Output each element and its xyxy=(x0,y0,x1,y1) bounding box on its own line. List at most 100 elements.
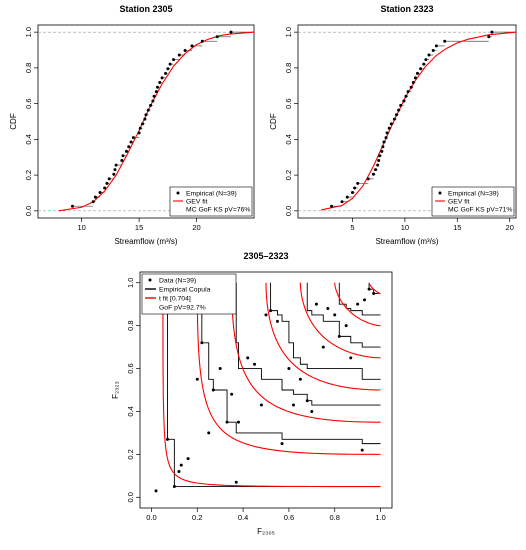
legend-box xyxy=(141,273,237,315)
data-point xyxy=(409,85,413,89)
data-point xyxy=(70,204,74,208)
data-point xyxy=(259,403,263,407)
y-tick-label: 0.4 xyxy=(24,134,33,144)
x-tick-label: 5 xyxy=(350,223,354,232)
data-point xyxy=(422,62,426,66)
data-point xyxy=(287,367,291,371)
gof-label: MC GoF KS pV=71% xyxy=(448,206,512,213)
data-point xyxy=(404,94,408,98)
data-point xyxy=(490,30,494,34)
data-point xyxy=(177,470,181,474)
x-tick-label: 15 xyxy=(453,223,461,232)
x-tick-label: 0.8 xyxy=(330,513,340,522)
legend-label: t fit [0.704] xyxy=(159,295,191,302)
x-tick-label: 0.6 xyxy=(284,513,294,522)
fit-contour xyxy=(368,282,381,294)
data-point xyxy=(166,67,170,71)
x-tick-label: 1.0 xyxy=(375,513,385,522)
data-point xyxy=(112,172,116,176)
data-point xyxy=(298,377,302,381)
data-point xyxy=(326,306,330,310)
y-tick-label: 0.0 xyxy=(24,206,33,216)
data-point xyxy=(353,186,357,190)
data-point xyxy=(144,113,148,117)
plot-frame xyxy=(139,271,393,509)
data-point xyxy=(230,392,234,396)
data-point xyxy=(443,39,447,43)
data-point xyxy=(419,67,423,71)
y-axis-label: F₂₃₂₃ xyxy=(111,381,120,399)
data-point xyxy=(378,154,382,158)
y-tick-label: 1.0 xyxy=(126,278,135,288)
data-point xyxy=(330,204,334,208)
data-point xyxy=(154,90,158,94)
data-point xyxy=(337,334,341,338)
data-point xyxy=(424,58,428,62)
data-point xyxy=(107,177,111,181)
data-point xyxy=(114,163,118,167)
legend-symbol xyxy=(176,191,180,195)
x-axis-label: F₂₃₀₅ xyxy=(257,527,275,536)
data-point xyxy=(253,362,257,366)
data-point xyxy=(374,168,378,172)
fit-curve xyxy=(58,31,255,212)
data-point xyxy=(151,99,155,103)
data-point xyxy=(381,145,385,149)
y-axis-label: CDF xyxy=(9,113,18,130)
data-point xyxy=(179,463,183,467)
legend-label: Empirical (N=39) xyxy=(186,190,237,197)
data-point xyxy=(431,49,435,53)
data-point xyxy=(427,53,431,57)
chart-title: 2305–2323 xyxy=(243,251,288,261)
data-point xyxy=(345,195,349,199)
data-point xyxy=(225,420,229,424)
data-point xyxy=(218,367,222,371)
fit-contour xyxy=(299,282,381,359)
data-point xyxy=(264,313,268,317)
data-point xyxy=(141,122,145,126)
data-point xyxy=(91,200,95,204)
x-tick-label: 0.4 xyxy=(238,513,248,522)
data-point xyxy=(397,108,401,112)
x-tick-label: 20 xyxy=(506,223,514,232)
data-point xyxy=(310,409,314,413)
y-tick-label: 0.0 xyxy=(126,492,135,502)
data-point xyxy=(395,113,399,117)
legend-label: GEV fit xyxy=(448,198,470,205)
x-tick-label: 10 xyxy=(77,223,85,232)
y-tick-label: 0.4 xyxy=(126,406,135,416)
y-tick-label: 0.2 xyxy=(284,170,293,180)
data-point xyxy=(172,485,176,489)
legend-symbol xyxy=(148,278,152,282)
empirical-contour xyxy=(338,282,381,316)
data-point xyxy=(98,190,102,194)
empirical-contour xyxy=(270,282,381,380)
data-point xyxy=(360,448,364,452)
x-tick-label: 10 xyxy=(401,223,409,232)
data-point xyxy=(487,35,491,39)
data-point xyxy=(344,324,348,328)
empirical-contour xyxy=(167,282,381,487)
y-tick-label: 0.8 xyxy=(24,63,33,73)
plot-frame xyxy=(37,24,255,219)
data-point xyxy=(215,35,219,39)
data-point xyxy=(333,313,337,317)
data-point xyxy=(234,480,238,484)
legend-label: Data (N=39) xyxy=(159,277,196,284)
data-point xyxy=(172,58,176,62)
data-point xyxy=(351,190,354,194)
data-point xyxy=(120,158,124,162)
fit-contour xyxy=(265,282,381,391)
chart-title: Station 2305 xyxy=(119,4,172,14)
data-point xyxy=(146,108,150,112)
y-tick-label: 0.6 xyxy=(284,98,293,108)
y-axis-label: CDF xyxy=(269,113,278,130)
data-point xyxy=(165,437,169,441)
data-point xyxy=(113,168,117,172)
data-point xyxy=(155,85,159,89)
data-point xyxy=(160,76,164,80)
data-point xyxy=(314,302,318,306)
y-tick-label: 0.2 xyxy=(24,170,33,180)
data-point xyxy=(177,53,181,57)
gof-label: GoF pV=92.7% xyxy=(159,304,206,311)
